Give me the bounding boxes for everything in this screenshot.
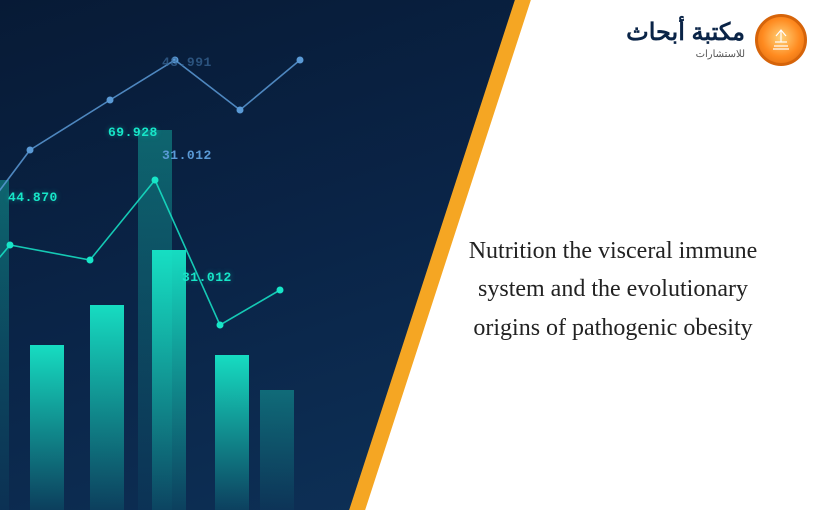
bar — [152, 250, 186, 510]
brand-tagline: للاستشارات — [626, 49, 745, 60]
bar — [215, 355, 249, 510]
brand-text: مكتبة أبحاث للاستشارات — [626, 21, 745, 60]
title-line: system and the evolutionary — [443, 270, 783, 308]
brand-block: مكتبة أبحاث للاستشارات — [626, 14, 807, 66]
bar — [260, 390, 294, 510]
chart-value-label: 44.870 — [8, 190, 58, 205]
title-block: Nutrition the visceral immune system and… — [443, 232, 783, 347]
title-line: origins of pathogenic obesity — [443, 309, 783, 347]
brand-arabic: مكتبة أبحاث — [626, 21, 745, 45]
chart-value-label: 31.012 — [182, 270, 232, 285]
chart-value-label: 31.012 — [162, 148, 212, 163]
brand-roundel-icon — [755, 14, 807, 66]
chart-value-label: 69.928 — [108, 125, 158, 140]
chart-value-label: 48.991 — [162, 55, 212, 70]
card-root: 77226.41744.87069.92831.01226.41748.9913… — [0, 0, 825, 510]
bar — [90, 305, 124, 510]
bar — [0, 180, 9, 510]
bar — [30, 345, 64, 510]
title-line: Nutrition the visceral immune — [443, 232, 783, 270]
